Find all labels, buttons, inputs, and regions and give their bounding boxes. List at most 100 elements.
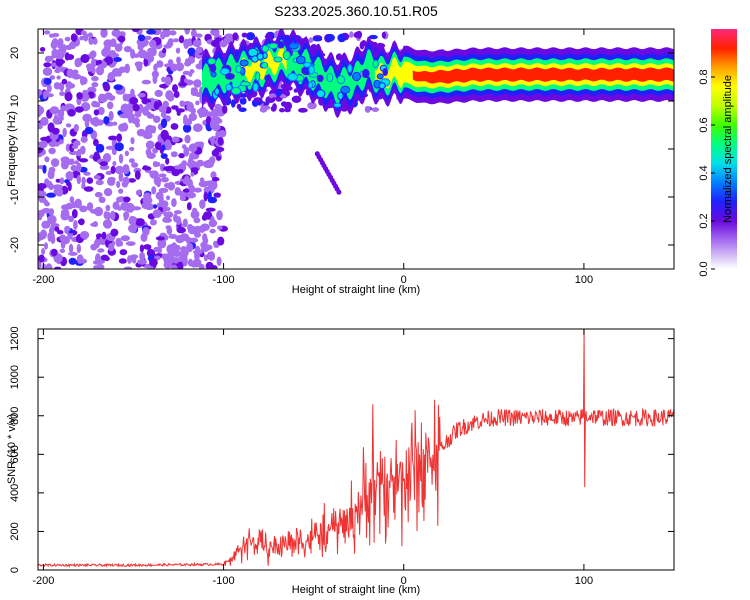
noise-speckle xyxy=(187,258,194,267)
noise-speckle xyxy=(123,211,130,220)
snr-xlabel: Height of straight line (km) xyxy=(292,584,420,596)
noise-speckle xyxy=(80,145,86,155)
y-tick-label: 1000 xyxy=(9,365,21,389)
noise-speckle xyxy=(88,37,94,45)
noise-speckle xyxy=(291,95,302,104)
noise-speckle xyxy=(228,35,233,44)
noise-speckle xyxy=(205,207,216,212)
noise-speckle xyxy=(124,150,129,157)
noise-speckle xyxy=(210,29,220,36)
noise-speckle xyxy=(44,56,53,63)
x-tick-label: -200 xyxy=(32,575,54,587)
noise-speckle xyxy=(80,30,87,36)
noise-speckle xyxy=(59,177,65,185)
noise-speckle xyxy=(192,123,203,132)
noise-speckle xyxy=(69,196,75,204)
noise-speckle xyxy=(132,103,140,112)
noise-speckle xyxy=(83,186,94,192)
ridge-blob xyxy=(336,75,346,85)
noise-speckle xyxy=(97,248,105,253)
noise-speckle xyxy=(60,156,70,164)
ridge-blob xyxy=(283,34,292,45)
noise-speckle xyxy=(57,44,65,50)
noise-speckle xyxy=(71,201,77,209)
noise-speckle xyxy=(236,103,242,110)
noise-speckle xyxy=(111,29,122,37)
noise-speckle xyxy=(179,249,189,257)
noise-speckle xyxy=(66,182,72,187)
noise-speckle xyxy=(114,165,125,175)
noise-speckle xyxy=(95,263,105,269)
noise-speckle xyxy=(172,84,178,93)
noise-speckle xyxy=(164,139,171,150)
noise-speckle xyxy=(47,233,52,242)
noise-speckle xyxy=(217,136,224,146)
noise-speckle xyxy=(173,90,180,98)
noise-speckle xyxy=(117,35,126,43)
noise-speckle xyxy=(125,105,134,115)
noise-speckle xyxy=(164,206,171,212)
noise-speckle xyxy=(64,91,73,102)
noise-speckle xyxy=(81,176,86,186)
y-tick-label: -20 xyxy=(9,237,21,253)
ridge-blob xyxy=(287,72,299,82)
noise-speckle xyxy=(65,143,71,152)
noise-speckle xyxy=(153,101,160,110)
noise-speckle xyxy=(192,39,202,48)
noise-speckle xyxy=(176,110,181,116)
noise-speckle xyxy=(59,91,66,97)
noise-speckle xyxy=(51,141,59,147)
noise-speckle xyxy=(165,157,170,165)
ridge-blob xyxy=(233,49,241,58)
noise-speckle xyxy=(143,57,149,67)
noise-speckle xyxy=(193,187,202,193)
noise-speckle xyxy=(184,29,190,35)
noise-speckle xyxy=(116,68,123,76)
noise-speckle xyxy=(187,156,194,167)
noise-speckle xyxy=(79,35,84,41)
noise-speckle xyxy=(183,146,190,157)
noise-speckle xyxy=(182,256,188,267)
noise-speckle xyxy=(325,33,335,42)
noise-speckle xyxy=(186,192,197,199)
noise-speckle xyxy=(76,162,82,172)
noise-speckle xyxy=(79,205,88,213)
noise-speckle xyxy=(139,251,146,261)
ridge-blob xyxy=(288,42,299,50)
noise-speckle xyxy=(54,226,60,232)
noise-speckle xyxy=(172,257,180,264)
ridge-blob xyxy=(261,61,269,69)
noise-speckle xyxy=(94,175,101,180)
noise-speckle xyxy=(173,210,182,215)
noise-speckle xyxy=(160,118,168,129)
noise-speckle xyxy=(136,61,143,72)
noise-speckle xyxy=(116,133,123,142)
ridge-blob xyxy=(372,59,379,69)
noise-speckle xyxy=(93,109,100,116)
noise-speckle xyxy=(210,216,215,225)
noise-speckle xyxy=(136,128,146,137)
colorbar-tick-label: 0.2 xyxy=(698,213,710,228)
noise-speckle xyxy=(41,207,51,214)
noise-speckle xyxy=(282,88,289,95)
noise-speckle xyxy=(59,234,67,242)
noise-speckle xyxy=(84,126,94,135)
noise-speckle xyxy=(211,149,220,157)
noise-speckle xyxy=(65,123,72,128)
noise-speckle xyxy=(186,202,192,211)
spectrogram-ridge xyxy=(202,29,674,118)
noise-speckle xyxy=(97,107,105,115)
spectrogram-xlabel: Height of straight line (km) xyxy=(292,284,420,296)
ridge-blob xyxy=(308,81,313,89)
noise-speckle xyxy=(130,254,139,259)
noise-speckle xyxy=(61,78,68,85)
noise-speckle xyxy=(40,229,47,240)
y-tick-label: 10 xyxy=(9,95,21,107)
noise-speckle xyxy=(139,244,144,253)
noise-speckle xyxy=(184,78,188,83)
noise-speckle xyxy=(38,123,43,130)
noise-speckle xyxy=(102,153,112,163)
noise-speckle xyxy=(155,236,165,241)
noise-speckle xyxy=(98,196,106,203)
